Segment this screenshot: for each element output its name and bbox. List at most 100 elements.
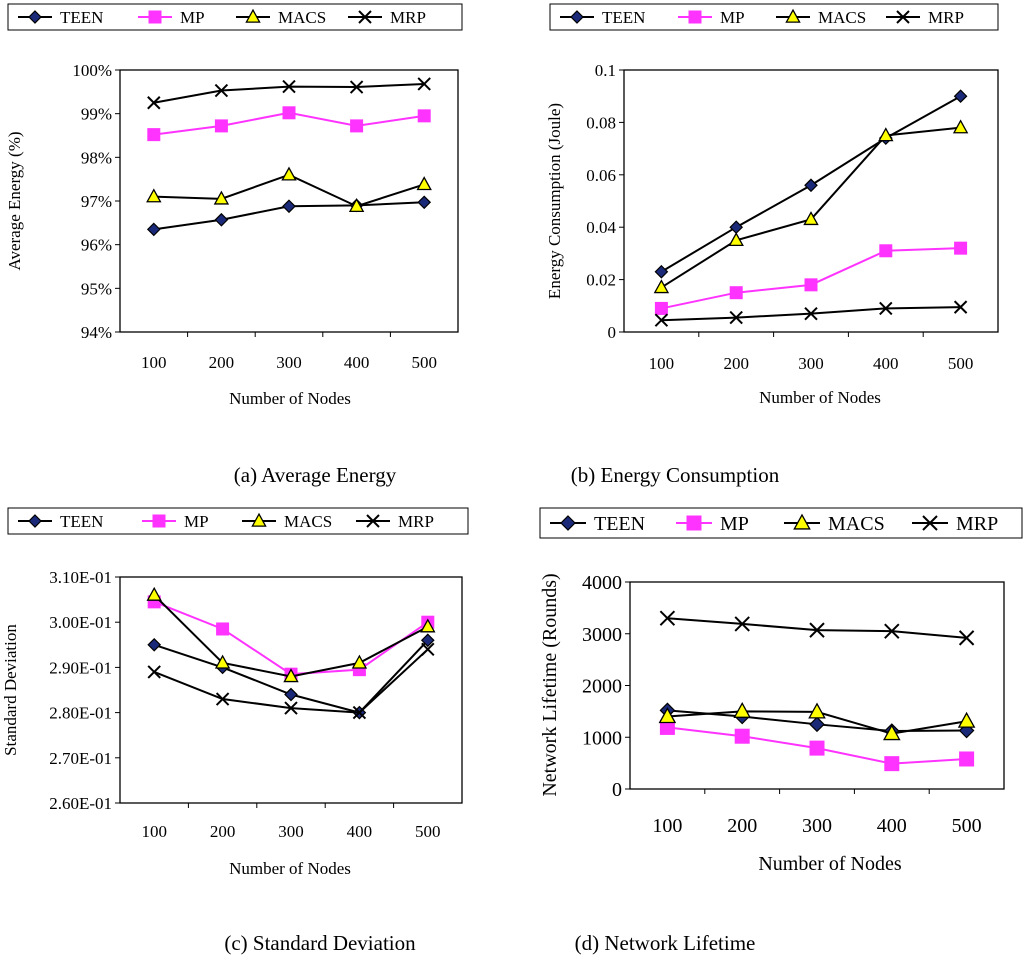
series-mrp <box>147 77 431 110</box>
legend-macs-marker <box>793 513 811 530</box>
series-mrp <box>147 642 435 720</box>
chart-caption: (c) Standard Deviation <box>224 931 416 955</box>
legend-label-teen: TEEN <box>60 512 103 531</box>
y-tick-label: 3.00E-01 <box>49 613 112 632</box>
point-teen-marker <box>953 89 968 104</box>
point-mp-marker <box>879 244 893 258</box>
point-macs-marker <box>283 668 299 683</box>
point-mrp-marker <box>421 642 435 657</box>
y-tick-label: 1000 <box>582 727 622 749</box>
point-teen-marker <box>417 195 432 210</box>
x-tick-label: 200 <box>727 815 757 837</box>
point-macs-marker <box>420 618 436 633</box>
legend-label-macs: MACS <box>284 512 332 531</box>
legend-label-teen: TEEN <box>60 8 103 27</box>
series-macs <box>658 701 976 741</box>
series-macs <box>653 119 969 294</box>
y-axis-label: Average Energy (%) <box>5 131 24 270</box>
point-mrp-marker <box>958 630 975 646</box>
y-axis-label: Network Lifetime (Rounds) <box>539 573 561 796</box>
point-mp-marker <box>959 751 975 767</box>
y-axis-label: Standard Deviation <box>1 624 20 756</box>
legend-mrp-marker <box>922 515 938 531</box>
point-mp-marker <box>654 301 668 315</box>
point-mp-marker <box>214 119 228 133</box>
legend-box <box>7 507 469 535</box>
point-mrp-marker <box>879 301 893 316</box>
legend-teen-marker <box>560 515 576 531</box>
point-teen-marker <box>214 212 229 227</box>
point-teen-marker <box>146 222 161 237</box>
point-mrp-marker <box>215 692 230 706</box>
y-tick-label: 3.10E-01 <box>49 568 112 587</box>
x-tick-label: 200 <box>210 822 236 841</box>
point-mp-marker <box>147 128 161 142</box>
legend-mp-marker <box>152 514 166 528</box>
legend-label-mrp: MRP <box>956 513 998 535</box>
legend-label-macs: MACS <box>818 8 866 27</box>
y-tick-label: 97% <box>81 192 112 211</box>
legend-label-teen: TEEN <box>594 513 645 535</box>
y-tick-label: 95% <box>81 279 112 298</box>
point-macs-marker <box>803 211 819 226</box>
point-macs-marker <box>883 724 901 741</box>
series-mp <box>654 241 968 315</box>
y-tick-label: 0 <box>612 779 622 801</box>
point-mp-marker <box>350 119 364 133</box>
point-macs-marker <box>952 119 969 134</box>
point-macs-marker <box>808 702 826 719</box>
plot-area <box>623 69 999 333</box>
x-tick-label: 100 <box>649 354 675 373</box>
legend-box <box>7 3 463 31</box>
x-tick-label: 100 <box>141 822 167 841</box>
legend: TEEN MP MACS MRP <box>7 507 469 535</box>
point-macs-marker <box>213 190 230 205</box>
x-tick-label: 300 <box>278 822 304 841</box>
legend-label-mp: MP <box>720 8 745 27</box>
y-tick-label: 98% <box>81 148 112 167</box>
legend-label-macs: MACS <box>828 513 885 535</box>
legend-teen-marker <box>28 10 42 24</box>
legend: TEEN MP MACS MRP <box>549 3 999 31</box>
point-mrp-marker <box>659 610 676 626</box>
point-mrp-marker <box>147 96 161 110</box>
x-axis-label: Number of Nodes <box>759 388 881 407</box>
legend-teen-marker <box>28 514 42 528</box>
point-teen-marker <box>809 716 825 733</box>
y-tick-label: 96% <box>81 236 112 255</box>
legend-label-mp: MP <box>720 513 749 535</box>
x-tick-label: 400 <box>347 822 373 841</box>
legend-label-mrp: MRP <box>928 8 964 27</box>
chart-b: TEEN MP MACS MRP 0 0.02 0.04 0.06 0.08 0.1 100 200 3… <box>545 3 999 487</box>
point-mp-marker <box>809 740 825 756</box>
x-tick-label: 300 <box>798 354 824 373</box>
y-tick-label: 0.04 <box>586 218 616 237</box>
legend-label-mp: MP <box>184 512 209 531</box>
legend-mrp-marker <box>358 10 372 24</box>
series-mrp <box>659 610 975 646</box>
point-mp-marker <box>804 278 818 292</box>
point-macs-marker <box>348 197 365 212</box>
point-mrp-marker <box>734 616 750 632</box>
point-teen-marker <box>804 178 818 193</box>
chart-caption: (a) Average Energy <box>234 463 397 487</box>
y-tick-label: 0 <box>608 323 617 342</box>
x-axis-label: Number of Nodes <box>229 859 351 878</box>
point-teen-marker <box>282 199 296 214</box>
chart-caption: (d) Network Lifetime <box>575 931 756 955</box>
legend: TEEN MP MACS MRP <box>7 3 463 31</box>
x-tick-label: 300 <box>276 353 302 372</box>
legend-teen-marker <box>570 10 584 24</box>
y-tick-label: 2.90E-01 <box>49 658 112 677</box>
x-tick-label: 500 <box>952 815 982 837</box>
point-mrp-marker <box>282 79 296 94</box>
x-tick-label: 500 <box>415 822 441 841</box>
point-macs-marker <box>351 654 368 669</box>
point-macs-marker <box>214 654 231 669</box>
y-tick-label: 0.08 <box>586 113 616 132</box>
legend-mrp-marker <box>366 514 380 528</box>
point-mp-marker <box>734 728 750 744</box>
series-macs <box>146 586 436 683</box>
point-mrp-marker <box>809 622 825 638</box>
y-tick-label: 94% <box>81 323 112 342</box>
